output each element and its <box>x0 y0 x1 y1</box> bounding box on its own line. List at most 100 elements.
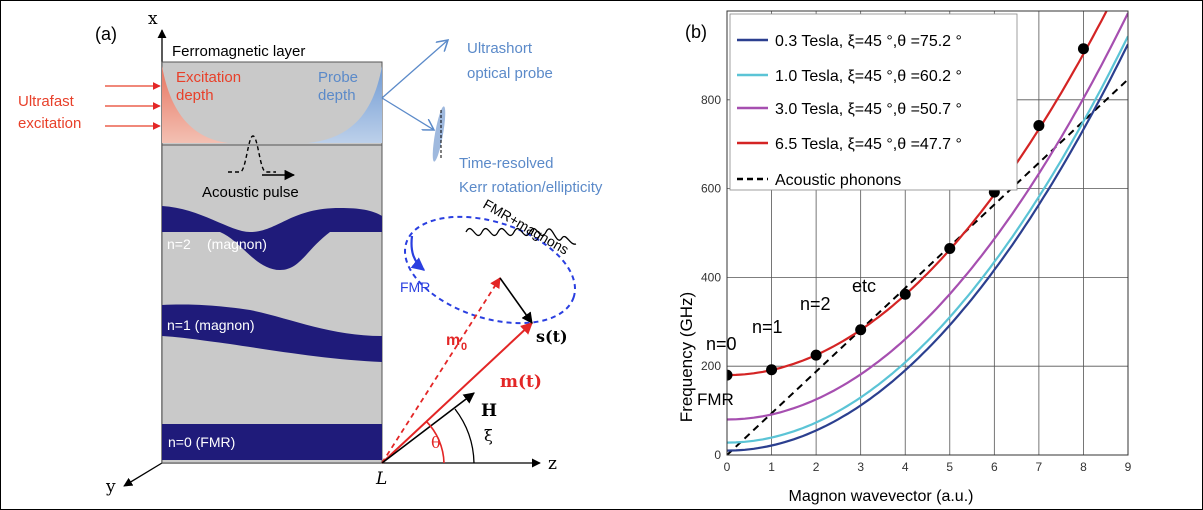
data-point <box>1033 120 1045 132</box>
probe-beam-in <box>381 40 448 99</box>
x-axis-title: Magnon wavevector (a.u.) <box>789 488 974 505</box>
theta-label: θ <box>431 433 441 452</box>
panel-b: (b) 0 1 2 3 4 5 6 7 8 9 0 200 400 600 800 0.3 Tesla, ξ=… <box>677 10 1132 505</box>
xi-label: ξ <box>484 426 493 445</box>
ultrafast-label-1: Ultrafast <box>18 93 75 110</box>
data-point <box>1077 43 1089 55</box>
y-tick-label: 600 <box>701 182 721 196</box>
fmr-magnons-label: FMR+magnons <box>481 196 572 258</box>
fmr-rotation-arrow <box>410 235 426 271</box>
mode-n0-label: n=0 (FMR) <box>168 434 235 450</box>
series-line-2 <box>727 12 1128 421</box>
series-line-3 <box>727 11 1108 377</box>
legend-label-3: 6.5 Tesla, ξ=45 °,θ =47.7 ° <box>775 136 962 153</box>
mode-n1-label: n=1 (magnon) <box>167 317 255 333</box>
optical-probe-label-2: optical probe <box>467 65 553 82</box>
mode-n2-lower-lobe <box>220 232 330 270</box>
excitation-depth-profile <box>162 66 228 143</box>
x-tick-label: 0 <box>724 460 731 474</box>
probe-label-2: depth <box>318 87 356 104</box>
legend-label-1: 1.0 Tesla, ξ=45 °,θ =60.2 ° <box>775 68 962 85</box>
annotation-fmr: FMR <box>697 390 734 409</box>
x-tick-label: 1 <box>768 460 775 474</box>
probe-beam-out <box>381 97 434 130</box>
x-tick-label: 7 <box>1036 460 1043 474</box>
data-point <box>899 288 911 300</box>
ultrafast-label-2: excitation <box>18 115 81 132</box>
y-axis-title: Frequency (GHz) <box>677 292 696 422</box>
panel-a-label: (a) <box>95 24 117 44</box>
excitation-label-1: Excitation <box>176 69 241 86</box>
kerr-label-1: Time-resolved <box>459 155 553 172</box>
series-line-1 <box>727 35 1128 444</box>
precession-cone <box>404 215 576 325</box>
x-tick-label: 6 <box>991 460 998 474</box>
fmr-label: FMR <box>400 279 430 295</box>
annotation-etc: etc <box>852 276 876 296</box>
y-axis-line <box>123 462 163 487</box>
legend: 0.3 Tesla, ξ=45 °,θ =75.2 ° 1.0 Tesla, ξ=… <box>729 13 1018 191</box>
series-acoustic-phonons-line <box>727 78 1128 455</box>
data-point <box>810 349 822 361</box>
mode-n2-suffix: (magnon) <box>207 236 267 252</box>
st-vector <box>499 277 533 324</box>
mode-n1-upper <box>162 304 382 336</box>
acoustic-pulse-shape <box>228 135 276 173</box>
data-point <box>727 369 733 381</box>
m0-vector <box>381 277 501 464</box>
mt-vector <box>381 322 533 464</box>
probe-depth-profile <box>308 66 382 143</box>
h-field-vector <box>381 392 475 464</box>
plot-area: 0 1 2 3 4 5 6 7 8 9 0 200 400 600 800 0.3 Tesla, ξ=45 °… <box>701 10 1132 474</box>
acoustic-pulse-label: Acoustic pulse <box>202 184 299 201</box>
x-tick-label: 3 <box>857 460 864 474</box>
plot-border <box>726 10 1129 456</box>
m0-subscript: 0 <box>461 341 467 353</box>
legend-label-2: 3.0 Tesla, ξ=45 °,θ =50.7 ° <box>775 101 962 118</box>
panel-b-label: (b) <box>685 22 707 42</box>
mt-label: m(t) <box>500 372 542 392</box>
annotation-n1: n=1 <box>752 317 783 337</box>
excitation-label-2: depth <box>176 87 214 104</box>
legend-label-4: Acoustic phonons <box>775 172 901 189</box>
data-point <box>855 324 867 336</box>
kerr-label-2: Kerr rotation/ellipticity <box>459 179 603 196</box>
series-line-0 <box>727 43 1128 452</box>
z-axis-label: z <box>548 454 557 474</box>
data-point <box>766 364 778 376</box>
theta-arc <box>425 420 445 464</box>
st-label: s(t) <box>536 327 568 346</box>
y-tick-label: 0 <box>714 448 721 462</box>
x-tick-label: 9 <box>1125 460 1132 474</box>
xi-arc <box>454 408 475 464</box>
annotation-n0: n=0 <box>706 334 737 354</box>
x-tick-label: 2 <box>813 460 820 474</box>
probe-label-1: Probe <box>318 69 358 86</box>
y-tick-label: 400 <box>701 270 721 284</box>
mode-n1-lower <box>162 336 382 362</box>
x-axis-label: x <box>148 9 158 29</box>
kerr-polarization-ellipse <box>432 106 446 162</box>
y-axis-label: y <box>105 477 116 497</box>
y-tick-label: 200 <box>701 359 721 373</box>
x-tick-label: 5 <box>946 460 953 474</box>
mode-n0-band <box>162 424 382 460</box>
x-tick-label: 8 <box>1080 460 1087 474</box>
fmr-magnons-wave <box>465 227 577 245</box>
origin-label: L <box>375 469 387 489</box>
m0-label: m <box>446 332 460 349</box>
mode-n2-upper-lobe <box>162 206 250 232</box>
legend-box <box>729 13 1018 191</box>
optical-probe-label-1: Ultrashort <box>467 40 533 57</box>
panel-a: (a) x z y Ferromagnetic layer Excitation… <box>18 9 603 497</box>
legend-label-0: 0.3 Tesla, ξ=45 °,θ =75.2 ° <box>775 33 962 50</box>
layer-title: Ferromagnetic layer <box>172 43 305 60</box>
annotation-n2: n=2 <box>800 294 831 314</box>
mode-n2-label: n=2 <box>167 236 191 252</box>
x-tick-label: 4 <box>902 460 909 474</box>
y-tick-label: 800 <box>701 93 721 107</box>
h-label: H <box>481 401 497 421</box>
mode-n2-right-lobe <box>250 208 382 232</box>
data-point <box>944 243 956 255</box>
